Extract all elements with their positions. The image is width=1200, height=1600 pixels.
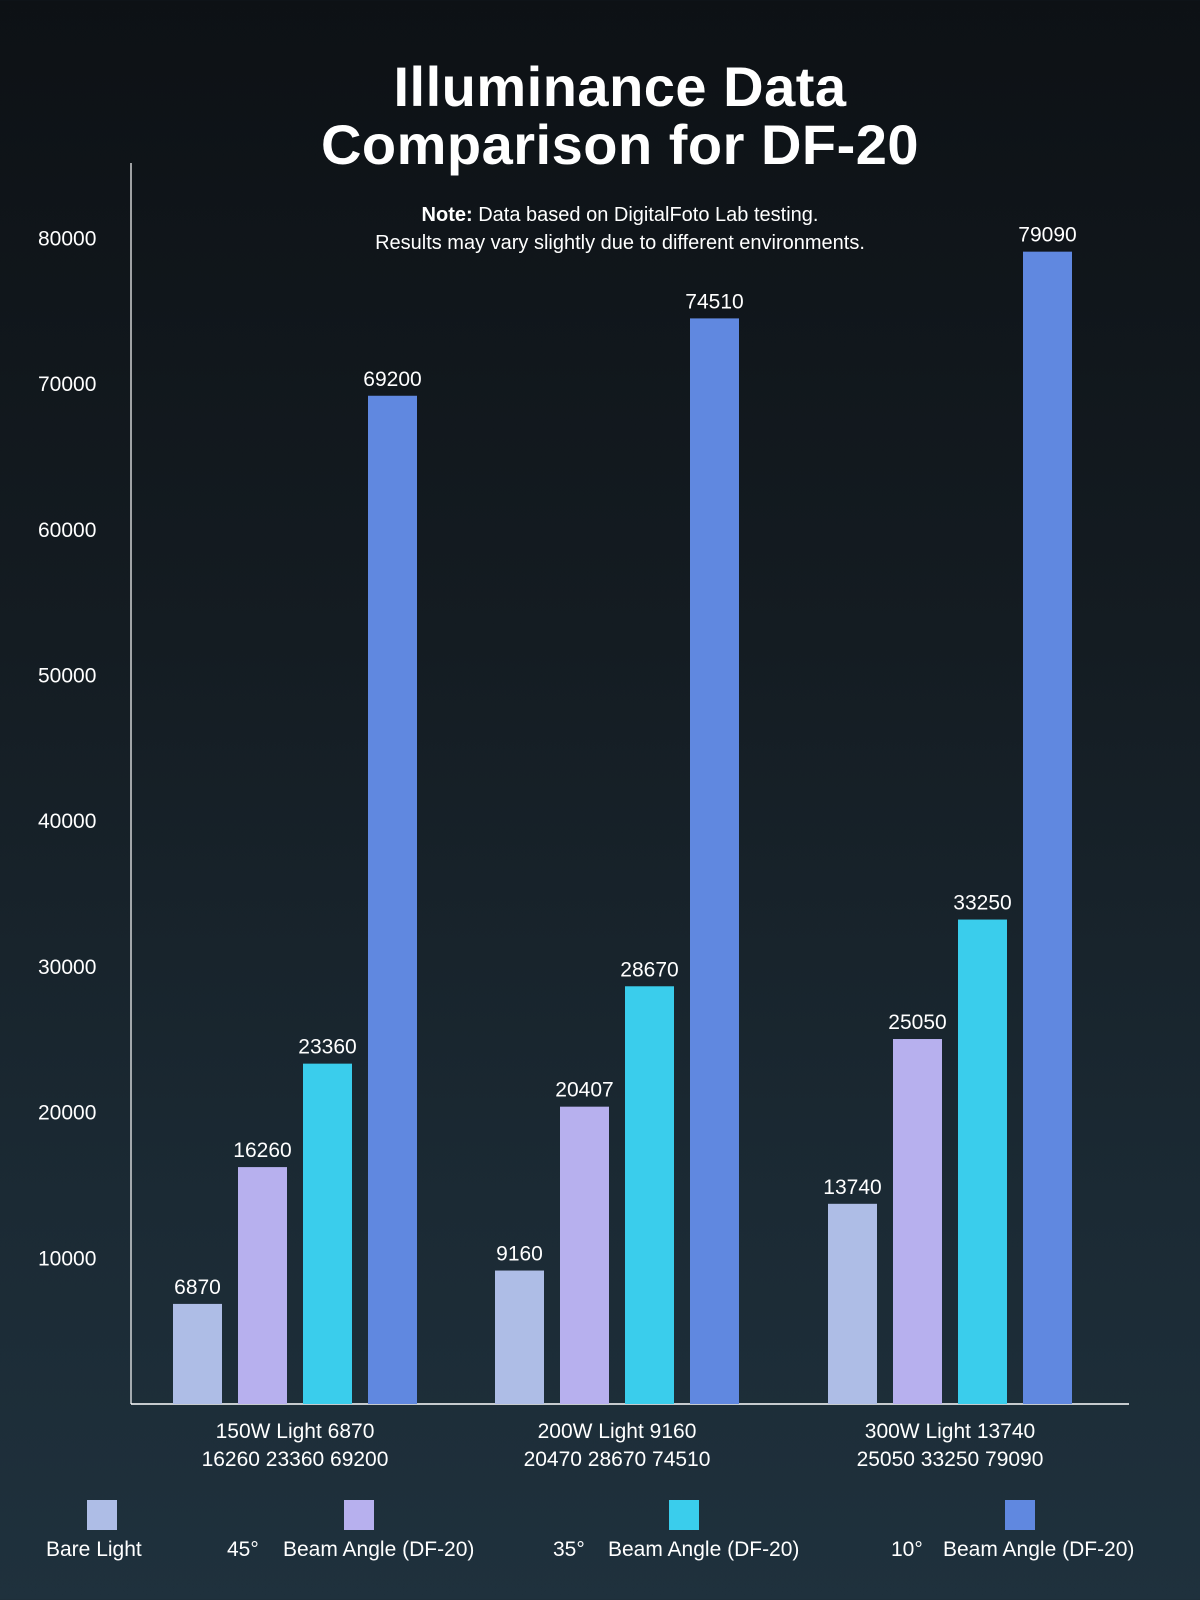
legend-label: Beam Angle (DF-20) [608, 1538, 800, 1561]
bar [495, 1270, 544, 1404]
y-tick-label: 20000 [38, 1102, 96, 1125]
legend-label: Beam Angle (DF-20) [283, 1538, 475, 1561]
category-label-line-1: 300W Light 13740 [865, 1420, 1035, 1443]
chart-title: Illuminance Data Comparison for DF-20 [0, 58, 1200, 174]
category-label-line-2: 20470 28670 74510 [524, 1448, 711, 1471]
y-tick-label: 80000 [38, 227, 96, 250]
bar-value-label: 20407 [555, 1079, 613, 1102]
legend-angle: 35° [553, 1538, 585, 1561]
bar [560, 1106, 609, 1404]
category-label-line-1: 150W Light 6870 [216, 1420, 375, 1443]
note-line-1: Data based on DigitalFoto Lab testing. [478, 204, 819, 226]
bar [625, 986, 674, 1404]
bar [303, 1063, 352, 1404]
bar [238, 1167, 287, 1404]
bar [893, 1039, 942, 1404]
bar-value-label: 9160 [496, 1243, 543, 1266]
legend-label: Bare Light [46, 1538, 142, 1561]
legend-swatch [1005, 1500, 1035, 1530]
legend-angle: 10° [891, 1538, 923, 1561]
bar [173, 1303, 222, 1404]
legend-swatch [669, 1500, 699, 1530]
bar-value-label: 69200 [363, 368, 421, 391]
y-tick-label: 10000 [38, 1247, 96, 1270]
category-label-line-2: 25050 33250 79090 [857, 1448, 1044, 1471]
bar [828, 1203, 877, 1404]
legend-swatch [87, 1500, 117, 1530]
note-line-2: Results may vary slightly due to differe… [375, 232, 865, 254]
bar [368, 395, 417, 1405]
y-tick-label: 70000 [38, 373, 96, 396]
bar-value-label: 28670 [620, 958, 678, 981]
bar [690, 318, 739, 1405]
category-label-line-1: 200W Light 9160 [538, 1420, 697, 1443]
bar-value-label: 74510 [685, 290, 743, 313]
legend-swatch [344, 1500, 374, 1530]
bar-value-label: 33250 [953, 892, 1011, 915]
legend-angle: 45° [227, 1538, 259, 1561]
y-tick-label: 30000 [38, 956, 96, 979]
title-line-1: Illuminance Data [393, 55, 847, 118]
bar-value-label: 25050 [888, 1011, 946, 1034]
legend-label: Beam Angle (DF-20) [943, 1538, 1135, 1561]
chart-note: Note: Data based on DigitalFoto Lab test… [0, 201, 1200, 257]
title-line-2: Comparison for DF-20 [320, 113, 920, 176]
bar [958, 919, 1007, 1404]
bar-value-label: 16260 [233, 1139, 291, 1162]
note-label: Note: [421, 204, 473, 226]
bar-value-label: 23360 [298, 1036, 356, 1059]
y-tick-label: 50000 [38, 665, 96, 688]
y-tick-label: 60000 [38, 519, 96, 542]
bar [1023, 251, 1072, 1405]
y-tick-label: 40000 [38, 810, 96, 833]
bar-value-label: 6870 [174, 1276, 221, 1299]
bar-value-label: 79090 [1018, 224, 1076, 247]
bar-value-label: 13740 [823, 1176, 881, 1199]
category-label-line-2: 16260 23360 69200 [202, 1448, 389, 1471]
